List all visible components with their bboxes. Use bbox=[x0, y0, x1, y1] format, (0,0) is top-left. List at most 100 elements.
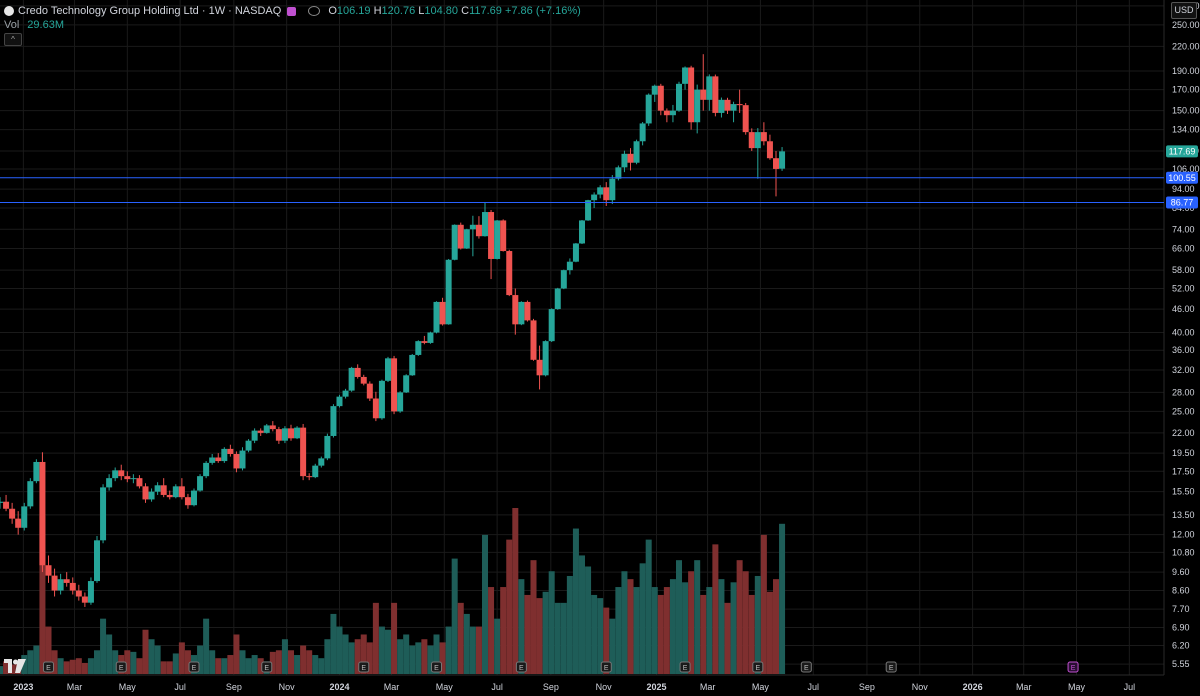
volume-bar bbox=[39, 515, 46, 674]
volume-bar bbox=[391, 602, 398, 674]
candle-body bbox=[409, 354, 416, 376]
volume-bar bbox=[548, 571, 555, 674]
time-axis-tick-label: Mar bbox=[700, 682, 716, 692]
eye-icon[interactable] bbox=[308, 6, 321, 16]
volume-bar bbox=[233, 634, 240, 674]
volume-bar bbox=[682, 582, 689, 674]
earnings-marker-label: E bbox=[604, 665, 609, 672]
candle-body bbox=[500, 220, 507, 252]
time-axis-tick-label: Mar bbox=[67, 682, 83, 692]
earnings-marker-icon bbox=[115, 661, 127, 673]
candle-body bbox=[742, 105, 749, 133]
candle-body bbox=[748, 132, 755, 149]
volume-bar bbox=[754, 575, 761, 674]
candle-body bbox=[385, 358, 391, 381]
candle-body bbox=[191, 490, 197, 506]
candle-body bbox=[542, 341, 549, 376]
volume-bar bbox=[572, 528, 579, 674]
volume-bar bbox=[87, 658, 94, 674]
tradingview-logo-icon[interactable] bbox=[4, 659, 26, 673]
candle-body bbox=[688, 67, 695, 123]
earnings-marker-icon bbox=[515, 661, 527, 673]
candle-body bbox=[148, 491, 155, 500]
candle-body bbox=[69, 582, 76, 591]
time-axis-tick-label: Nov bbox=[596, 682, 613, 692]
candle-body bbox=[154, 485, 161, 492]
candle-body bbox=[136, 478, 143, 487]
currency-button[interactable]: USD bbox=[1171, 2, 1197, 19]
candle-body bbox=[336, 396, 343, 407]
candle-body bbox=[209, 457, 216, 463]
candle-body bbox=[639, 123, 646, 142]
candle-body bbox=[548, 309, 555, 342]
candle-body bbox=[627, 153, 634, 163]
candle-body bbox=[33, 461, 40, 482]
volume-bar bbox=[779, 523, 786, 674]
time-axis-tick-label: Jul bbox=[491, 682, 503, 692]
candle-body bbox=[506, 251, 513, 296]
volume-bar bbox=[451, 558, 458, 674]
volume-bar bbox=[530, 560, 537, 674]
earnings-marker-icon bbox=[679, 661, 691, 673]
volume-bar bbox=[591, 594, 598, 674]
earnings-icon[interactable] bbox=[287, 6, 297, 16]
volume-bar bbox=[27, 650, 34, 674]
candle-body bbox=[245, 440, 252, 451]
volume-bar bbox=[560, 602, 567, 674]
company-logo-icon bbox=[4, 6, 14, 16]
volume-bar bbox=[148, 639, 155, 674]
volume-bar bbox=[215, 658, 222, 674]
earnings-marker-label: E bbox=[804, 665, 809, 672]
volume-bar bbox=[518, 579, 525, 674]
candle-body bbox=[475, 224, 482, 237]
candle-body bbox=[621, 153, 628, 168]
time-axis-tick-label: 2025 bbox=[646, 682, 666, 692]
candle-body bbox=[779, 151, 786, 169]
candle-body bbox=[439, 301, 446, 325]
candle-body bbox=[736, 104, 743, 106]
candle-body bbox=[15, 518, 22, 528]
price-axis-tick-label: 106.00 bbox=[1172, 164, 1200, 174]
time-axis-tick-label: 2024 bbox=[329, 682, 349, 692]
candle-body bbox=[294, 427, 301, 439]
candle-body bbox=[633, 141, 640, 163]
volume-row: Vol 29.63M bbox=[4, 18, 581, 32]
volume-bar bbox=[130, 651, 137, 674]
volume-bar bbox=[178, 642, 185, 674]
candle-body bbox=[427, 332, 434, 343]
candle-body bbox=[263, 425, 270, 433]
candle-body bbox=[124, 476, 131, 480]
volume-bar bbox=[439, 642, 446, 674]
volume-bar bbox=[251, 655, 258, 674]
volume-bar bbox=[736, 560, 743, 674]
volume-bar bbox=[142, 629, 149, 674]
volume-bar bbox=[488, 587, 495, 674]
earnings-marker-label: E bbox=[889, 665, 894, 672]
price-axis-tick-label: 19.50 bbox=[1172, 448, 1195, 458]
open-label: O bbox=[328, 5, 337, 17]
candle-body bbox=[27, 481, 34, 507]
volume-bar bbox=[621, 571, 628, 674]
collapse-legend-button[interactable]: ^ bbox=[4, 33, 22, 46]
high-label: H bbox=[373, 5, 382, 17]
level-price-label: 100.55 bbox=[1168, 173, 1196, 183]
volume-bar bbox=[366, 642, 373, 674]
volume-bar bbox=[9, 664, 16, 674]
volume-bar bbox=[324, 639, 331, 674]
candle-body bbox=[536, 359, 543, 376]
volume-bar bbox=[348, 642, 355, 674]
candle-body bbox=[9, 508, 16, 519]
earnings-marker-icon bbox=[431, 661, 442, 673]
chart-legend: Credo Technology Group Holding Ltd · 1W … bbox=[4, 4, 581, 32]
symbol-row: Credo Technology Group Holding Ltd · 1W … bbox=[4, 4, 581, 18]
price-axis-tick-label: 6.20 bbox=[1172, 640, 1190, 650]
candle-body bbox=[21, 506, 28, 528]
candle-body bbox=[597, 187, 604, 195]
volume-bar bbox=[609, 618, 616, 674]
symbol-title[interactable]: Credo Technology Group Holding Ltd · 1W … bbox=[18, 5, 282, 17]
volume-bar bbox=[585, 566, 592, 674]
candle-body bbox=[378, 380, 385, 419]
earnings-marker-icon bbox=[188, 661, 200, 673]
